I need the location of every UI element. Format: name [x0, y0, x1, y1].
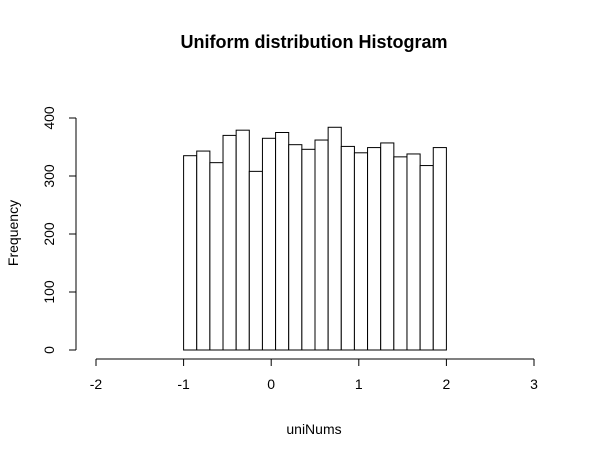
histogram-bar [209, 162, 224, 351]
histogram-bar [248, 170, 263, 351]
histogram-bar [183, 155, 198, 351]
x-tick-label: -2 [90, 376, 103, 392]
y-tick-label: 0 [41, 346, 57, 354]
histogram-bar [275, 132, 290, 351]
histogram-bar [327, 126, 342, 351]
histogram-bar [235, 129, 250, 351]
y-tick-label: 200 [41, 222, 57, 246]
histogram-bar [393, 156, 408, 351]
y-tick-label: 400 [41, 106, 57, 130]
y-tick-label: 100 [41, 280, 57, 304]
histogram-bar [380, 142, 395, 351]
x-tick-label: 2 [443, 376, 451, 392]
bars-group [183, 126, 447, 351]
histogram-bar [353, 152, 369, 351]
y-axis-label: Frequency [5, 200, 21, 266]
histogram-bar [261, 137, 277, 351]
x-tick-label: 0 [267, 376, 275, 392]
x-tick-label: -1 [177, 376, 190, 392]
histogram-bar [196, 150, 211, 351]
histogram-bar [406, 153, 421, 351]
histogram-bar [419, 165, 434, 351]
x-axis-label: uniNums [286, 421, 341, 437]
histogram-bar [314, 139, 329, 351]
y-axis: 0 100 200 300 400 [41, 106, 77, 354]
y-tick-label: 300 [41, 164, 57, 188]
histogram-bar [367, 147, 382, 351]
x-tick-label: 3 [530, 376, 538, 392]
x-tick-label: 1 [355, 376, 363, 392]
x-axis: -2 -1 0 1 2 3 [90, 358, 538, 392]
chart-title: Uniform distribution Histogram [181, 32, 448, 52]
histogram-bar [222, 134, 237, 351]
histogram-bar [432, 147, 447, 351]
histogram-bar [340, 145, 355, 351]
histogram-bar [301, 148, 316, 351]
histogram-bar [288, 144, 303, 351]
